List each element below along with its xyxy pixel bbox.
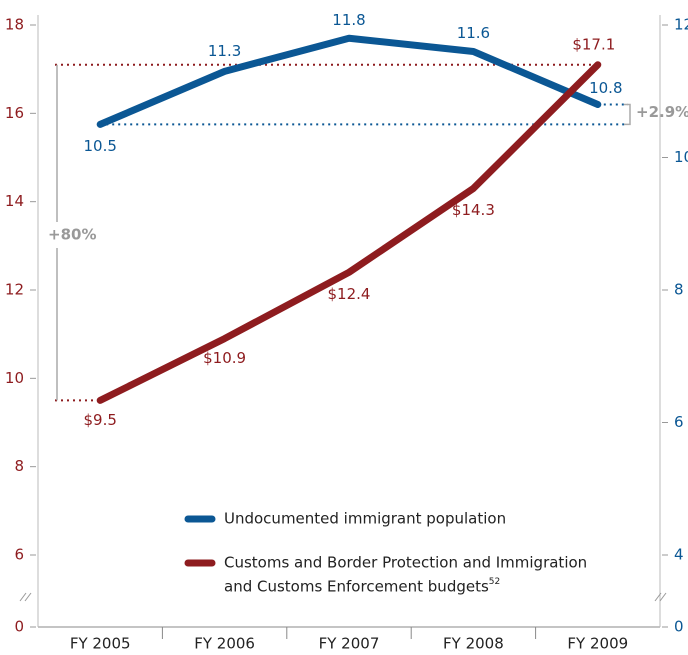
- y2-tick-label: 12: [674, 16, 688, 34]
- legend-superscript: 52: [489, 577, 500, 587]
- axis-break: [19, 592, 27, 602]
- axis-break: [654, 592, 662, 602]
- y-tick-label: 0: [14, 618, 24, 636]
- y-tick-label: 18: [5, 16, 24, 34]
- data-label: $10.9: [203, 349, 246, 367]
- series-line: [96, 34, 602, 128]
- y2-tick-label: 0: [674, 618, 684, 636]
- series-line: [96, 61, 602, 404]
- x-tick-label: FY 2006: [194, 635, 255, 653]
- data-label: $14.3: [452, 201, 495, 219]
- axis-break: [24, 592, 32, 602]
- legend-label: Undocumented immigrant population: [224, 510, 506, 528]
- x-tick-label: FY 2007: [319, 635, 380, 653]
- x-tick-label: FY 2005: [70, 635, 131, 653]
- data-label: 10.8: [589, 79, 622, 97]
- y-tick-label: 10: [5, 369, 24, 387]
- y-tick-label: 8: [14, 457, 24, 475]
- data-label: $17.1: [572, 35, 615, 53]
- data-label: 11.8: [332, 11, 365, 29]
- y2-tick-label: 6: [674, 413, 684, 431]
- y2-tick-label: 10: [674, 148, 688, 166]
- annotation: +2.9%: [636, 103, 688, 121]
- y2-tick-label: 4: [674, 546, 684, 564]
- data-label: 10.5: [83, 137, 116, 155]
- data-label: 11.3: [208, 42, 241, 60]
- legend-label: and Customs Enforcement budgets52: [224, 577, 500, 596]
- annotation: +80%: [48, 226, 96, 244]
- y-tick-label: 12: [5, 281, 24, 299]
- data-label: $9.5: [83, 411, 116, 429]
- data-label: $12.4: [328, 285, 371, 303]
- x-tick-label: FY 2008: [443, 635, 504, 653]
- data-label: 11.6: [457, 24, 490, 42]
- axis-break: [659, 592, 667, 602]
- y-tick-label: 14: [5, 192, 24, 210]
- legend-label: Customs and Border Protection and Immigr…: [224, 554, 587, 572]
- y-tick-label: 16: [5, 104, 24, 122]
- y-tick-label: 6: [14, 546, 24, 564]
- bracket: [624, 103, 631, 126]
- y2-tick-label: 8: [674, 281, 684, 299]
- x-tick-label: FY 2009: [567, 635, 628, 653]
